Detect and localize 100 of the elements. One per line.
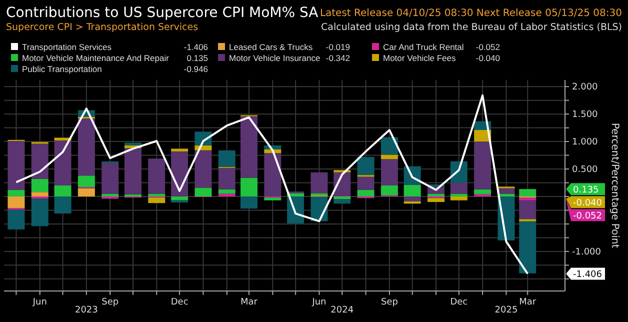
bar [194,188,212,196]
bar [240,178,258,196]
x2-tick-label: 2023 [74,305,98,316]
x-tick-label: Dec [450,297,468,308]
bar [519,221,536,274]
bar [240,116,258,178]
y-tick-label: -1.000 [572,247,602,258]
bar [8,210,25,230]
chart-subtitle: Supercore CPI > Transportation Services [6,22,198,33]
x-tick-label: Mar [240,297,258,308]
bar [474,142,492,190]
bar [218,168,236,190]
bar [334,196,351,200]
x-tick-label: Jun [32,297,47,308]
bar [404,201,421,204]
bar [102,196,119,199]
bar [450,196,468,200]
bar [450,194,468,196]
bar [31,196,48,199]
y-tick-label: 1.000 [572,137,598,148]
text: -0.040 [573,198,602,209]
text: 0.135 [573,186,599,196]
text: -0.946 [184,64,208,74]
text: -1.406 [573,270,602,280]
bar [380,137,398,155]
bar [54,196,72,214]
bar [357,156,374,176]
y-tick-label: 2.000 [572,82,598,92]
bar [124,148,142,194]
bar [450,182,468,194]
bar [148,198,166,204]
bar [380,159,398,186]
bar [194,150,212,188]
x-tick-label: Dec [170,297,188,308]
text: -1.406 [184,42,208,52]
y-tick-label: 0.500 [572,164,598,175]
x2-tick-label: 2025 [494,305,518,316]
bar [78,176,95,188]
text: 0.135 [186,53,208,63]
x-tick-label: Sep [102,297,119,308]
text: -0.052 [476,42,500,52]
bar [124,142,142,146]
bar [31,144,48,179]
bar [334,199,351,204]
bar [519,198,536,200]
y-axis-title: Percent/Percentage Point [609,122,620,248]
text: -0.052 [573,212,602,222]
x2-tick-label: 2024 [330,305,354,316]
bar [264,198,282,200]
bar [404,196,421,202]
legend-label: Motor Vehicle Maintenance And Repair [22,53,170,63]
bar [78,188,95,196]
bar [8,196,25,208]
bar [78,118,95,176]
bar [102,162,119,194]
bar [148,194,166,196]
legend-label: Motor Vehicle Fees [383,53,456,63]
x-tick-label: Sep [380,297,398,308]
bar [380,154,398,160]
bar [31,198,48,226]
text: -0.342 [326,53,350,63]
bar [428,194,445,196]
legend-label: Public Transportation [22,64,102,74]
legend-label: Car And Truck Rental [383,42,464,52]
text: Latest Release 04/10/25 08:30 Next Release 05/13/25 08:30 [320,8,622,19]
bar [357,176,374,190]
bar [171,148,188,152]
line-series [15,94,529,275]
text: Calculated using data from the Bureau of Labor Statistics (BLS) [321,22,622,33]
bar [404,184,421,196]
legend-label: Transportation Services [22,42,112,52]
x-tick-label: Jun [311,297,326,308]
bar [428,198,445,202]
bar [380,186,398,196]
bar [171,196,188,200]
bar [148,158,166,194]
bar [357,190,374,196]
bar [31,192,48,196]
text: -0.040 [476,53,500,63]
bar [474,189,492,194]
x-tick-label: Mar [519,297,536,308]
bar [240,196,258,209]
bar [264,153,282,196]
bar [54,186,72,196]
bar [218,194,236,196]
legend-label: Leased Cars & Trucks [229,42,313,52]
bar [8,190,25,196]
bar [519,200,536,220]
bar [171,200,188,203]
y-tick-label: 1.500 [572,110,598,120]
bar [8,140,25,190]
chart-title: Contributions to US Supercore CPI MoM% SA [6,5,319,21]
bar [102,194,119,196]
bar [31,178,48,192]
bar [54,140,72,186]
bar [218,150,236,167]
bar [498,188,515,194]
bar [519,189,536,196]
legend-label: Motor Vehicle Insurance [229,53,320,63]
text: -0.019 [326,42,350,52]
